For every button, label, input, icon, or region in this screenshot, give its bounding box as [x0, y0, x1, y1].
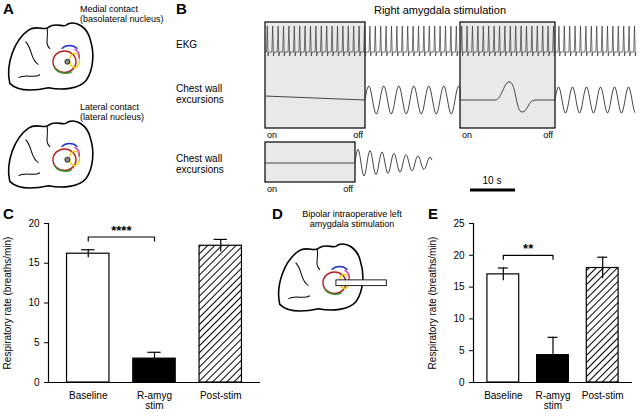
svg-text:R-amygstim: R-amygstim [137, 390, 172, 411]
svg-text:Respiratory rate (breaths/min): Respiratory rate (breaths/min) [427, 237, 438, 370]
svg-text:5: 5 [34, 337, 40, 348]
svg-text:Chest wallexcursions: Chest wallexcursions [176, 153, 224, 175]
svg-text:15: 15 [28, 257, 40, 268]
svg-text:on: on [462, 130, 472, 140]
svg-text:off: off [353, 130, 363, 140]
html-text:E: E [428, 205, 438, 222]
svg-text:5: 5 [459, 345, 465, 356]
svg-text:Post-stim: Post-stim [200, 390, 242, 401]
svg-text:off: off [343, 184, 353, 194]
svg-text:25: 25 [453, 218, 465, 229]
svg-text:on: on [267, 130, 277, 140]
svg-text:Chest wallexcursions: Chest wallexcursions [176, 83, 224, 105]
svg-text:Post-stim: Post-stim [582, 390, 624, 401]
svg-text:R-amygstim: R-amygstim [535, 390, 570, 411]
svg-text:20: 20 [453, 250, 465, 261]
html-text:D: D [272, 205, 283, 222]
svg-text:15: 15 [453, 281, 465, 292]
html-text:B: B [176, 0, 187, 17]
svg-text:20: 20 [28, 218, 40, 229]
svg-text:****: **** [111, 223, 132, 238]
svg-text:Medial contact(basolateral nuc: Medial contact(basolateral nucleus) [80, 4, 164, 24]
svg-text:off: off [543, 130, 553, 140]
html-text:A: A [3, 0, 14, 17]
html-text:C: C [3, 205, 14, 222]
svg-text:0: 0 [34, 377, 40, 388]
svg-text:Bipolar intraoperative leftamy: Bipolar intraoperative leftamygdala stim… [302, 209, 402, 229]
svg-text:10: 10 [453, 313, 465, 324]
svg-text:10 s: 10 s [483, 175, 502, 186]
svg-text:Respiratory rate (breaths/min): Respiratory rate (breaths/min) [2, 237, 13, 370]
svg-text:on: on [267, 184, 277, 194]
svg-text:Right amygdala stimulation: Right amygdala stimulation [374, 4, 506, 16]
svg-text:0: 0 [459, 377, 465, 388]
svg-text:EKG: EKG [176, 39, 197, 50]
svg-text:Baseline: Baseline [69, 390, 108, 401]
svg-text:Lateral contact(lateral nucleu: Lateral contact(lateral nucleus) [80, 102, 144, 122]
svg-text:**: ** [523, 241, 534, 256]
svg-text:10: 10 [28, 297, 40, 308]
svg-text:Baseline: Baseline [484, 390, 523, 401]
